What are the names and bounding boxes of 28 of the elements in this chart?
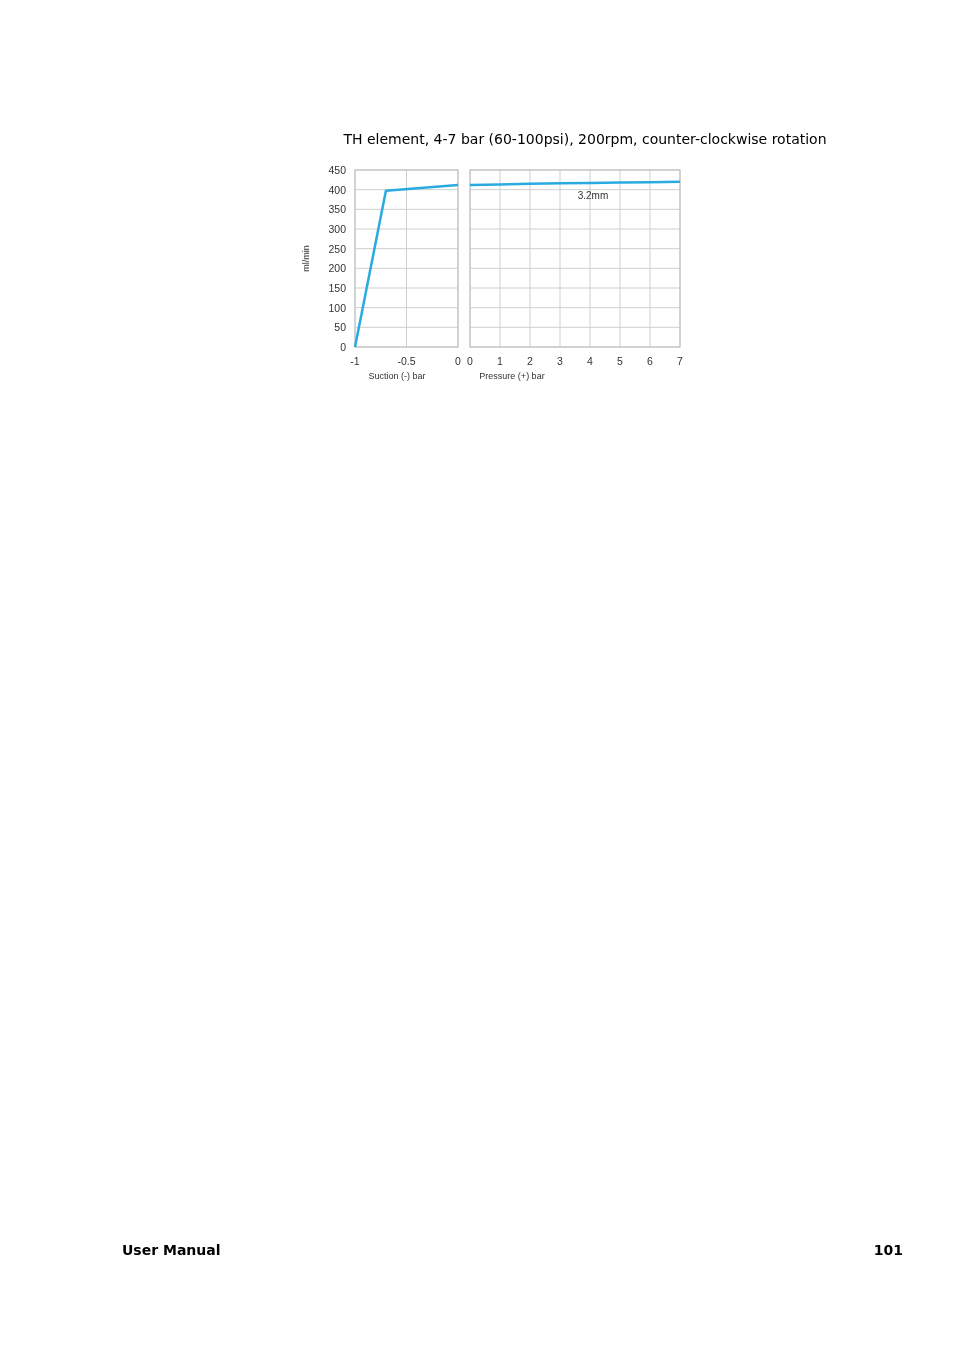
x-axis-title: Pressure (+) bar [479,371,545,381]
x-tick-label: -1 [350,355,360,367]
y-tick-label: 50 [334,321,347,334]
y-tick-label: 400 [328,183,347,196]
x-tick-label: 2 [527,355,534,367]
y-tick-label: 100 [328,301,347,314]
y-tick-label: 350 [328,203,347,216]
x-tick-label: 0 [467,355,474,367]
x-tick-label: 5 [617,355,624,367]
y-tick-label: 200 [328,262,347,275]
y-tick-label: 450 [328,164,347,176]
x-axis-title: Suction (-) bar [368,371,426,381]
y-axis-title: ml/min [301,245,311,272]
text: User Manual [122,1242,221,1258]
x-tick-label: 6 [647,355,654,367]
x-tick-label: 0 [455,355,462,367]
y-tick-label: 250 [328,242,347,255]
y-tick-label: 300 [328,223,347,235]
x-tick-label: 4 [587,355,594,367]
y-tick-label: 150 [328,282,347,294]
y-tick-label: 0 [340,341,347,353]
text: TH element, 4-7 bar (60-100psi), 200rpm, counter-clockwise rotation [342,131,827,147]
x-tick-label: -0.5 [397,355,416,367]
x-tick-label: 7 [677,355,684,367]
text: 101 [873,1242,903,1258]
series-label: 3.2mm [577,190,609,202]
x-tick-label: 1 [497,355,504,367]
x-tick-label: 3 [557,355,564,367]
